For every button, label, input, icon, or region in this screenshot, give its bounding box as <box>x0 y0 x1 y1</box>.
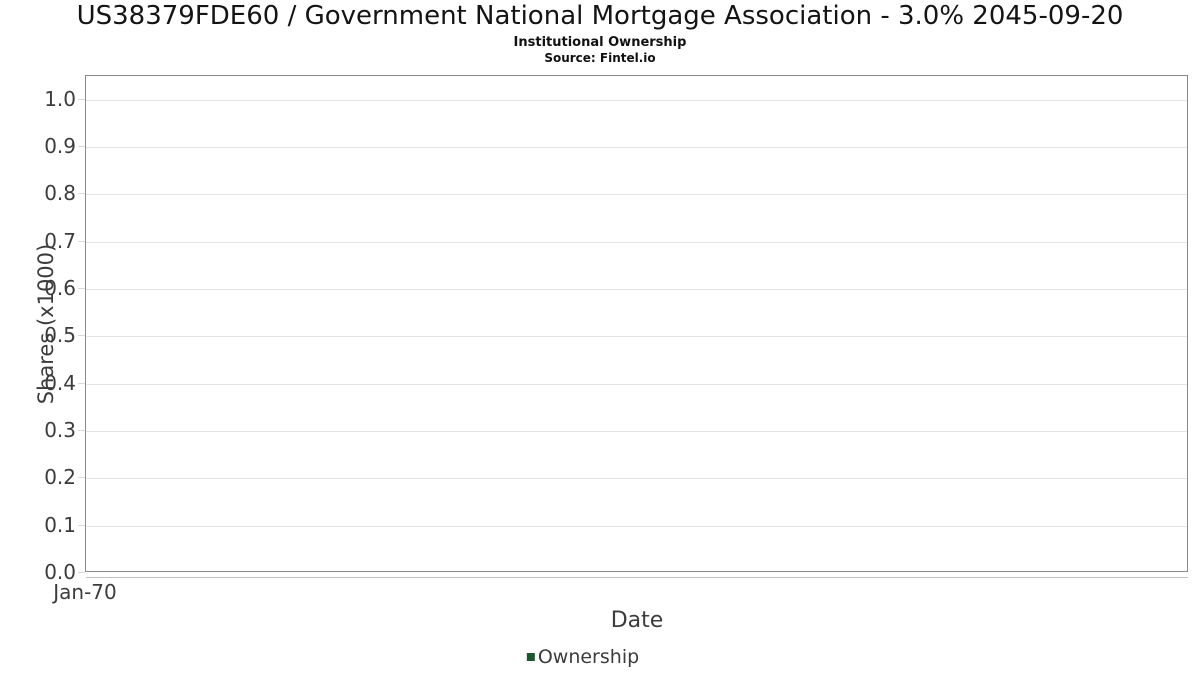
x-axis-title: Date <box>610 608 664 633</box>
y-tick-mark <box>78 572 85 573</box>
y-tick-mark <box>78 193 85 194</box>
gridline <box>86 431 1187 432</box>
y-tick-mark <box>78 525 85 526</box>
chart-subtitle: Institutional Ownership <box>513 35 687 50</box>
y-tick-label: 0.7 <box>44 229 76 253</box>
x-axis-line <box>86 577 1188 578</box>
y-tick-label: 0.0 <box>44 560 76 584</box>
y-tick-label: 0.2 <box>44 465 76 489</box>
y-tick-mark <box>78 99 85 100</box>
gridline <box>86 100 1187 101</box>
gridline <box>86 289 1187 290</box>
gridline <box>86 336 1187 337</box>
y-tick-label: 0.1 <box>44 513 76 537</box>
y-tick-mark <box>78 335 85 336</box>
y-tick-label: 0.8 <box>44 181 76 205</box>
y-tick-label: 1.0 <box>44 87 76 111</box>
y-tick-label: 0.6 <box>44 276 76 300</box>
gridline <box>86 384 1187 385</box>
plot-area <box>85 75 1188 572</box>
y-tick-label: 0.4 <box>44 371 76 395</box>
y-tick-mark <box>78 477 85 478</box>
chart-title: US38379FDE60 / Government National Mortg… <box>76 1 1124 31</box>
y-tick-mark <box>78 383 85 384</box>
gridline <box>86 526 1187 527</box>
x-tick-label: Jan-70 <box>53 580 117 604</box>
y-tick-label: 0.5 <box>44 323 76 347</box>
gridline <box>86 194 1187 195</box>
chart-source: Source: Fintel.io <box>544 51 656 65</box>
gridline <box>86 147 1187 148</box>
y-tick-mark <box>78 288 85 289</box>
legend-item-ownership[interactable]: Ownership <box>526 646 640 668</box>
legend-label: Ownership <box>537 646 640 668</box>
y-tick-label: 0.9 <box>44 134 76 158</box>
legend-swatch-icon <box>526 653 535 661</box>
y-tick-mark <box>78 430 85 431</box>
y-tick-label: 0.3 <box>44 418 76 442</box>
y-tick-mark <box>78 146 85 147</box>
y-tick-mark <box>78 241 85 242</box>
gridline <box>86 242 1187 243</box>
gridline <box>86 478 1187 479</box>
